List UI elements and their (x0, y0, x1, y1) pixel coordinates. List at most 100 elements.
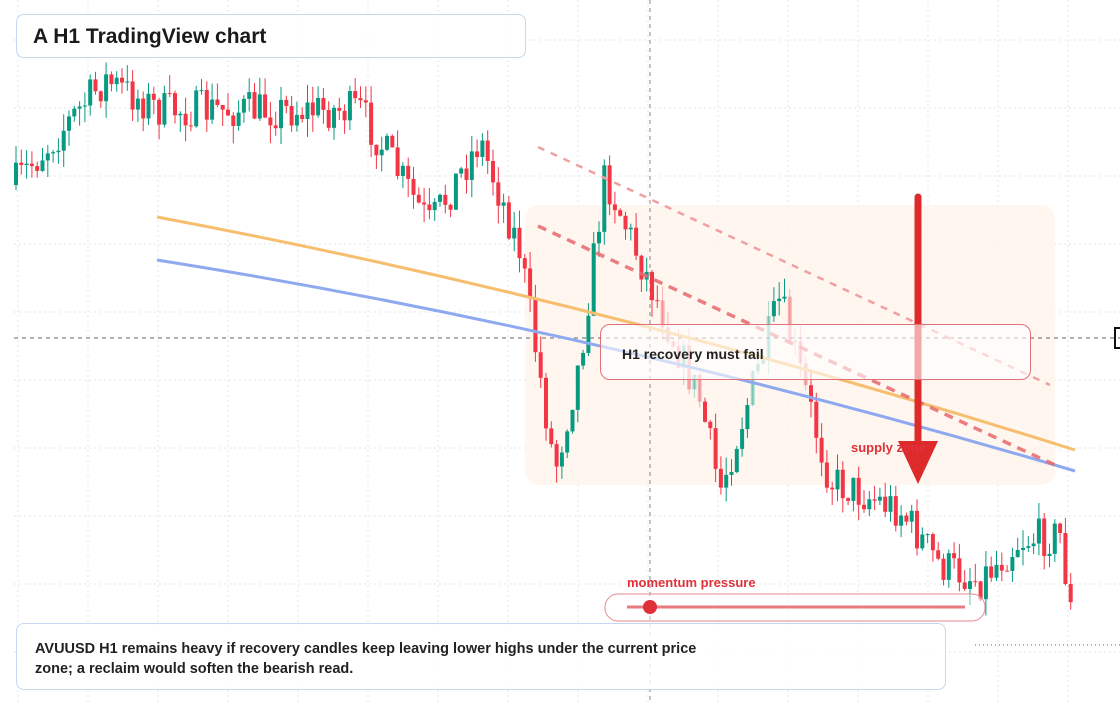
candle-body (416, 194, 421, 203)
candle-body (173, 93, 177, 116)
candle-body (358, 98, 363, 101)
candle-body (443, 194, 448, 205)
candle-body (729, 472, 734, 475)
candle-body (501, 202, 506, 206)
candle-body (957, 558, 962, 583)
candle-body (194, 90, 199, 127)
candle-body (40, 160, 45, 171)
candle-body (72, 108, 77, 117)
candle-body (1005, 570, 1010, 572)
candle-body (581, 352, 586, 366)
candle-body (141, 98, 146, 119)
candle-body (199, 90, 204, 92)
candle-body (178, 113, 183, 116)
candle-body (522, 258, 527, 269)
candle-body (819, 437, 824, 463)
candle-body (591, 243, 596, 316)
candle-body (771, 301, 776, 317)
candle-body (745, 405, 750, 430)
candle-body (183, 113, 188, 126)
candle-body (374, 144, 379, 156)
candle-body (480, 140, 485, 157)
candle-body (840, 469, 845, 499)
candle-body (782, 296, 787, 299)
candle-body (305, 102, 310, 120)
candle-body (872, 499, 877, 501)
candle-body (718, 468, 723, 488)
trendline-outer (537, 145, 1051, 387)
candle-body (300, 114, 305, 120)
candle-body (983, 566, 988, 600)
candle-body (724, 474, 729, 488)
candle-body (294, 114, 299, 126)
candle-body (713, 428, 718, 469)
candle-body (1031, 543, 1036, 547)
candle-body (692, 374, 697, 390)
momentum-label: momentum pressure (627, 575, 756, 590)
candle-body (395, 147, 400, 176)
candle-body (915, 510, 919, 549)
candle-body (697, 374, 702, 402)
candle-body (400, 165, 405, 176)
candle-body (1063, 532, 1068, 585)
candle-body (750, 371, 755, 406)
candle-body (597, 231, 601, 244)
candle-body (830, 487, 835, 490)
candle-body (390, 135, 395, 148)
candle-body (814, 401, 819, 438)
candle-body (734, 448, 739, 473)
candle-body (1021, 547, 1025, 550)
zone-label: supply zone (851, 440, 927, 455)
candle-body (406, 165, 411, 179)
candle-body (215, 99, 220, 105)
candle-body (157, 99, 162, 125)
candle-body (533, 297, 538, 353)
candle-body (284, 99, 289, 106)
candle-body (883, 496, 888, 512)
candle-body (130, 81, 135, 110)
candle-body (618, 210, 623, 216)
candle-body (332, 107, 336, 128)
candle-body (337, 107, 342, 111)
candle-body (252, 92, 257, 119)
candle-body (941, 558, 946, 580)
candle-body (607, 165, 612, 205)
momentum-dot (643, 600, 657, 614)
candle-body (51, 152, 56, 154)
candle-body (236, 112, 241, 127)
candle-body (994, 564, 999, 578)
candle-body (14, 162, 18, 185)
candle-body (893, 496, 898, 526)
candle-body (1036, 518, 1041, 544)
candle-body (708, 421, 713, 429)
moving-average-orange (156, 215, 1076, 452)
candle-body (67, 116, 71, 131)
candle-body (1026, 546, 1031, 548)
candle-body (120, 77, 124, 83)
candle-body (570, 409, 575, 432)
candle-body (326, 109, 331, 128)
candle-body (787, 296, 792, 341)
candle-body (204, 90, 209, 120)
candle-body (824, 462, 829, 488)
candle-body (496, 182, 501, 206)
candle-body (93, 79, 98, 92)
candle-body (448, 204, 453, 210)
price-marker (1114, 327, 1120, 349)
candle-body (920, 534, 925, 549)
note: AVUUSD H1 remains heavy if recovery cand… (16, 623, 946, 690)
candle-body (98, 91, 103, 102)
candle-body (639, 255, 644, 280)
candle-body (453, 173, 458, 210)
candle-body (61, 130, 66, 151)
candle-body (623, 215, 628, 230)
candle-body (973, 581, 978, 583)
candle-body (82, 105, 87, 107)
candle-body (411, 178, 416, 195)
candle-body (660, 300, 665, 328)
candle-body (968, 581, 972, 589)
candle-body (273, 125, 278, 129)
candle-body (999, 564, 1004, 571)
candle-body (422, 202, 427, 205)
